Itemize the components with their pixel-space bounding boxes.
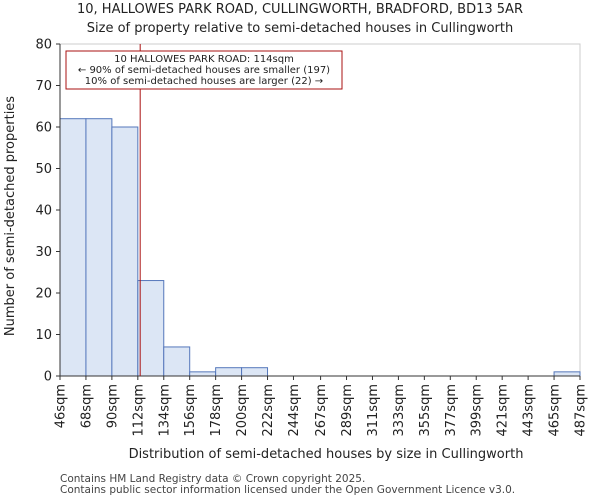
y-tick-label: 0 bbox=[44, 370, 52, 385]
x-tick-label: 399sqm bbox=[470, 384, 485, 437]
x-tick-label: 267sqm bbox=[314, 384, 329, 437]
footer-copyright: Contains HM Land Registry data © Crown c… bbox=[60, 473, 366, 485]
x-tick-label: 487sqm bbox=[574, 384, 589, 437]
annotation: 10 HALLOWES PARK ROAD: 114sqm← 90% of se… bbox=[65, 50, 343, 90]
x-tick-label: 112sqm bbox=[131, 384, 146, 437]
y-tick-label: 10 bbox=[35, 328, 52, 343]
x-tick-label: 289sqm bbox=[340, 384, 355, 437]
x-tick-label: 156sqm bbox=[183, 384, 198, 437]
bar bbox=[111, 126, 139, 377]
y-tick-label: 60 bbox=[35, 121, 52, 136]
chart-subtitle: Size of property relative to semi-detach… bbox=[87, 21, 513, 36]
x-tick-label: 68sqm bbox=[79, 384, 94, 428]
x-tick-label: 421sqm bbox=[496, 384, 511, 437]
x-tick-label: 311sqm bbox=[366, 384, 381, 437]
y-axis-label: Number of semi-detached properties bbox=[3, 96, 18, 336]
y-tick-label: 70 bbox=[35, 79, 52, 94]
x-tick-label: 465sqm bbox=[548, 384, 563, 437]
y-tick-label: 40 bbox=[35, 204, 52, 219]
y-tick-label: 30 bbox=[35, 245, 52, 260]
chart-title: 10, HALLOWES PARK ROAD, CULLINGWORTH, BR… bbox=[77, 2, 523, 17]
plot-area: 0 10 20 30 40 50 60 70 80 46sqm 68sqm 90sqm 112sqm 13… bbox=[35, 38, 588, 437]
x-tick-label: 355sqm bbox=[418, 384, 433, 437]
bar bbox=[137, 280, 165, 377]
x-tick-label: 377sqm bbox=[444, 384, 459, 437]
bar bbox=[85, 118, 113, 377]
bar bbox=[241, 367, 269, 377]
y-tick-label: 50 bbox=[35, 162, 52, 177]
annotation-box bbox=[65, 50, 343, 90]
x-tick-label: 244sqm bbox=[287, 384, 302, 437]
y-tick-label: 20 bbox=[35, 287, 52, 302]
annotation-title: 10 HALLOWES PARK ROAD: 114sqm bbox=[114, 54, 294, 65]
footer-licence: Contains public sector information licen… bbox=[60, 484, 516, 496]
annotation-smaller: ← 90% of semi-detached houses are smalle… bbox=[78, 65, 330, 76]
x-tick-label: 200sqm bbox=[235, 384, 250, 437]
y-tick-label: 80 bbox=[35, 38, 52, 53]
x-tick-label: 178sqm bbox=[209, 384, 224, 437]
bar bbox=[215, 367, 243, 377]
bar bbox=[59, 118, 87, 377]
x-tick-label: 90sqm bbox=[105, 384, 120, 428]
x-tick-label: 46sqm bbox=[54, 384, 69, 428]
bar bbox=[553, 371, 581, 377]
x-tick-label: 222sqm bbox=[261, 384, 276, 437]
x-axis-label: Distribution of semi-detached houses by … bbox=[129, 447, 524, 462]
x-tick-label: 333sqm bbox=[392, 384, 407, 437]
x-tick-label: 443sqm bbox=[522, 384, 537, 437]
bar bbox=[163, 346, 191, 377]
x-tick-label: 134sqm bbox=[157, 384, 172, 437]
annotation-larger: 10% of semi-detached houses are larger (… bbox=[85, 76, 323, 87]
bar bbox=[189, 371, 217, 377]
